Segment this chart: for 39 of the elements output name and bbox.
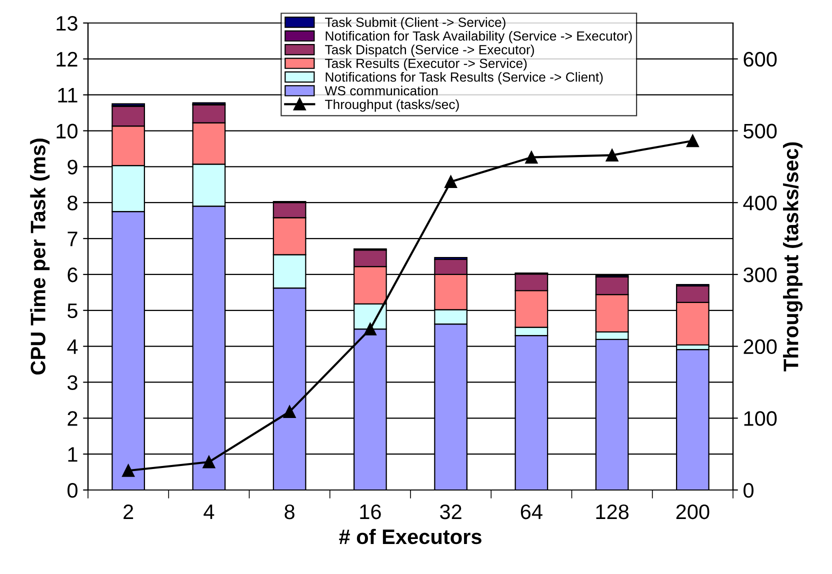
legend-label: Notifications for Task Results (Service -> Client) (326, 72, 603, 84)
y-tick-label: 7 (68, 232, 78, 246)
x-tick-label: 32 (440, 504, 462, 520)
y-tick-label: 3 (67, 375, 78, 390)
y-tick-label: 1 (68, 447, 78, 462)
y2-axis-title: Throughput (tasks/sec) (783, 142, 803, 372)
legend-label: Task Submit (Client -> Service) (325, 17, 506, 30)
y-tick-label: 4 (67, 340, 78, 354)
y-tick-label: 2 (68, 411, 78, 426)
x-tick-label: 2 (124, 504, 134, 519)
y2-tick-label: 0 (744, 483, 754, 498)
y-tick-label: 11 (58, 88, 78, 102)
x-tick-label: 64 (520, 504, 542, 520)
y-axis-title: CPU Time per Task (ms) (30, 138, 50, 375)
y2-tick-label: 200 (744, 339, 777, 354)
x-tick-label: 8 (284, 504, 294, 520)
y-tick-label: 9 (68, 160, 78, 174)
x-tick-label: 16 (360, 504, 381, 520)
y-tick-label: 6 (68, 267, 78, 282)
legend-label: Notification for Task Availability (Service -> Executor) (326, 30, 632, 44)
legend-label: Task Results (Executor -> Service) (325, 58, 527, 71)
y-tick-label: 8 (68, 196, 78, 210)
legend-label: WS communication (324, 86, 438, 96)
legend-label: Throughput (tasks/sec) (325, 99, 459, 112)
x-tick-label: 4 (204, 504, 214, 519)
y2-tick-label: 400 (743, 196, 777, 210)
x-axis-title: # of Executors (339, 528, 482, 544)
legend-label: Task Dispatch (Service -> Executor) (325, 44, 534, 57)
y2-tick-label: 300 (744, 267, 777, 282)
y2-tick-label: 500 (744, 124, 777, 139)
y-tick-label: 10 (56, 124, 78, 139)
y-tick-label: 0 (68, 483, 78, 498)
x-tick-label: 200 (676, 504, 710, 520)
y2-tick-label: 100 (744, 411, 777, 426)
y-tick-label: 5 (68, 304, 78, 318)
y-tick-label: 12 (56, 52, 78, 66)
y2-tick-label: 600 (744, 52, 777, 67)
y-tick-label: 13 (56, 16, 78, 31)
x-tick-label: 128 (596, 504, 629, 520)
